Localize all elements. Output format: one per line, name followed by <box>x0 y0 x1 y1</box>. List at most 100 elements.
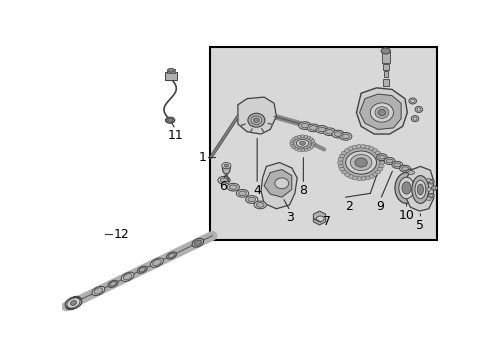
Ellipse shape <box>426 178 430 182</box>
Ellipse shape <box>416 184 423 195</box>
Ellipse shape <box>292 137 311 149</box>
Ellipse shape <box>291 138 295 141</box>
Ellipse shape <box>414 106 422 112</box>
Text: 3: 3 <box>286 211 294 224</box>
Bar <box>383 64 388 70</box>
Ellipse shape <box>229 185 237 189</box>
Ellipse shape <box>341 151 346 155</box>
Ellipse shape <box>310 140 314 143</box>
Ellipse shape <box>110 282 116 286</box>
Ellipse shape <box>378 164 384 168</box>
Ellipse shape <box>304 135 307 138</box>
Ellipse shape <box>121 272 134 282</box>
Ellipse shape <box>337 161 342 165</box>
Ellipse shape <box>65 297 81 309</box>
Ellipse shape <box>412 117 416 120</box>
Ellipse shape <box>344 173 349 176</box>
Ellipse shape <box>152 260 161 266</box>
Text: 2: 2 <box>345 200 353 213</box>
Ellipse shape <box>304 148 307 152</box>
Ellipse shape <box>310 144 314 147</box>
Ellipse shape <box>236 189 248 197</box>
Ellipse shape <box>168 253 174 258</box>
Ellipse shape <box>315 126 327 133</box>
Ellipse shape <box>374 170 380 174</box>
Ellipse shape <box>426 197 430 201</box>
Ellipse shape <box>331 130 344 138</box>
Text: 7: 7 <box>322 215 330 228</box>
Ellipse shape <box>354 158 366 167</box>
Ellipse shape <box>294 147 298 150</box>
Ellipse shape <box>306 147 310 150</box>
Ellipse shape <box>368 175 373 179</box>
Ellipse shape <box>377 167 382 171</box>
Ellipse shape <box>427 180 433 184</box>
Ellipse shape <box>399 165 409 172</box>
Ellipse shape <box>356 177 361 181</box>
Polygon shape <box>405 166 432 211</box>
Ellipse shape <box>391 161 402 168</box>
Ellipse shape <box>317 127 325 132</box>
Ellipse shape <box>301 123 308 128</box>
Ellipse shape <box>401 182 410 194</box>
Ellipse shape <box>411 176 428 203</box>
Ellipse shape <box>297 135 301 138</box>
Ellipse shape <box>414 180 425 199</box>
Polygon shape <box>238 97 276 134</box>
Ellipse shape <box>410 99 414 103</box>
Ellipse shape <box>427 193 433 198</box>
Ellipse shape <box>290 140 294 143</box>
Polygon shape <box>264 170 291 197</box>
Ellipse shape <box>316 216 324 221</box>
Ellipse shape <box>364 176 369 180</box>
Ellipse shape <box>226 183 239 191</box>
Ellipse shape <box>66 296 81 310</box>
Bar <box>384 71 387 77</box>
Ellipse shape <box>309 138 313 141</box>
Bar <box>382 78 388 86</box>
Ellipse shape <box>356 145 361 148</box>
Polygon shape <box>356 88 407 134</box>
Ellipse shape <box>250 116 261 125</box>
Ellipse shape <box>377 154 382 158</box>
Ellipse shape <box>377 109 385 116</box>
Ellipse shape <box>341 170 346 174</box>
Ellipse shape <box>333 132 341 136</box>
Ellipse shape <box>401 167 407 171</box>
Ellipse shape <box>165 117 174 123</box>
Ellipse shape <box>410 116 418 122</box>
Ellipse shape <box>393 163 400 167</box>
Ellipse shape <box>429 194 432 197</box>
Ellipse shape <box>299 141 305 145</box>
Ellipse shape <box>291 146 295 149</box>
Ellipse shape <box>166 252 176 259</box>
Ellipse shape <box>339 167 344 171</box>
Ellipse shape <box>349 154 371 171</box>
Ellipse shape <box>256 203 264 207</box>
Ellipse shape <box>407 171 414 175</box>
Ellipse shape <box>300 135 304 138</box>
Ellipse shape <box>376 154 386 161</box>
Ellipse shape <box>194 240 201 246</box>
Ellipse shape <box>380 48 389 54</box>
Ellipse shape <box>369 103 393 122</box>
Ellipse shape <box>306 124 319 132</box>
Ellipse shape <box>345 151 376 174</box>
Text: 10: 10 <box>398 209 414 222</box>
Ellipse shape <box>139 267 145 272</box>
Ellipse shape <box>429 181 432 183</box>
Ellipse shape <box>67 298 80 308</box>
Text: 12: 12 <box>114 228 129 240</box>
Ellipse shape <box>384 158 394 165</box>
Ellipse shape <box>224 164 228 167</box>
Ellipse shape <box>254 201 266 209</box>
Ellipse shape <box>341 134 349 139</box>
Ellipse shape <box>296 139 308 147</box>
Ellipse shape <box>323 128 335 136</box>
Ellipse shape <box>309 146 313 149</box>
Ellipse shape <box>339 154 344 158</box>
Ellipse shape <box>374 107 388 118</box>
Ellipse shape <box>341 147 380 178</box>
Ellipse shape <box>364 145 369 149</box>
Ellipse shape <box>274 178 288 189</box>
